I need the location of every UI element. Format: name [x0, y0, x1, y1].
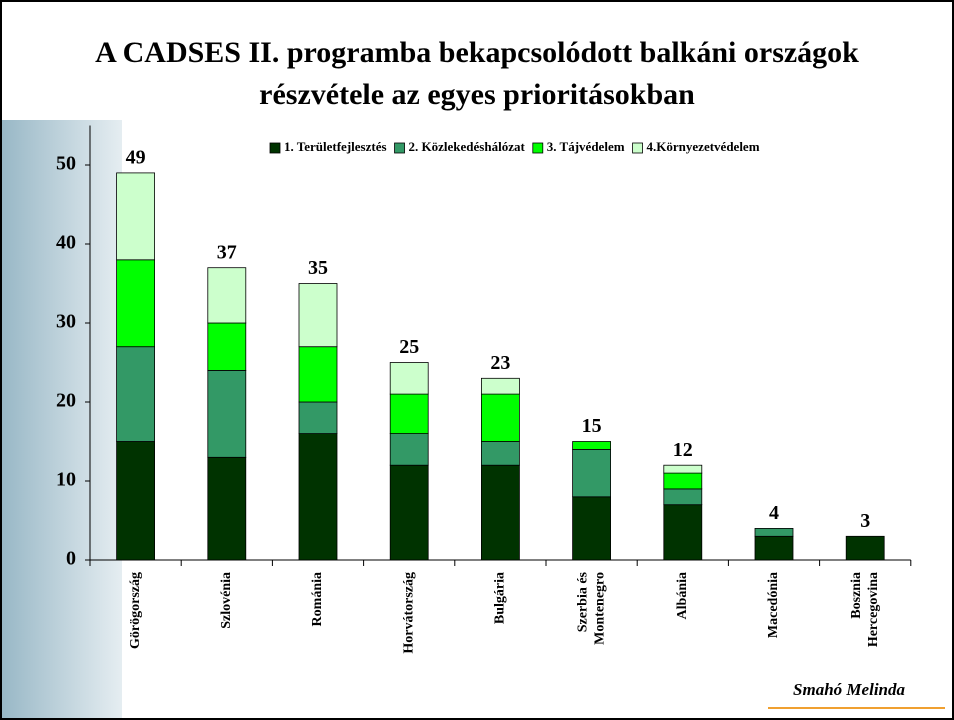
- legend-swatch: [394, 142, 405, 154]
- y-tick-label: 50: [56, 153, 76, 175]
- x-tick-label: Albánia: [675, 572, 690, 619]
- title-line: részvétele az egyes prioritásokban: [259, 78, 695, 111]
- legend-swatch: [269, 142, 281, 154]
- bar-segment: [389, 433, 429, 466]
- bar-segment: [663, 464, 703, 474]
- legend-label: 1. Területfejlesztés: [284, 139, 387, 154]
- bar-segment: [663, 504, 703, 561]
- legend-label: 3. Tájvédelem: [547, 139, 625, 154]
- total-label: 37: [217, 241, 237, 263]
- x-tick-label: Görögország: [128, 572, 143, 649]
- bar-segment: [298, 283, 338, 348]
- bar-segment: [389, 393, 429, 435]
- total-label: 25: [399, 336, 419, 358]
- total-label: 23: [490, 352, 510, 374]
- bar-segment: [207, 369, 247, 458]
- bar-segment: [389, 362, 429, 395]
- bar-segment: [572, 448, 611, 498]
- bar-segment: [480, 464, 520, 561]
- total-label: 12: [673, 439, 693, 461]
- y-tick-label: 10: [56, 469, 76, 491]
- bar-segment: [116, 259, 155, 348]
- y-tick-label: 30: [56, 311, 76, 333]
- bar-segment: [480, 393, 520, 442]
- bar-segment: [207, 322, 247, 371]
- bar-segment: [116, 172, 155, 261]
- bar-segment: [116, 346, 155, 442]
- bar-segment: [480, 441, 520, 466]
- bar-segment: [663, 472, 703, 490]
- legend-swatch: [632, 142, 643, 154]
- x-tick-label: Szlovénia: [219, 572, 234, 629]
- legend-label: 2. Közlekedéshálózat: [409, 139, 526, 154]
- total-label: 15: [582, 415, 602, 437]
- y-tick-label: 40: [56, 232, 76, 254]
- title-line: A CADSES II. programba bekapcsolódott ba…: [95, 36, 859, 69]
- bar-segment: [298, 433, 338, 561]
- total-label: 35: [308, 257, 328, 279]
- bar-segment: [572, 496, 611, 561]
- side-strip: [2, 120, 122, 718]
- x-tick-label: Horvátország: [401, 572, 416, 654]
- legend-label: 4.Környezetvédelem: [647, 139, 760, 154]
- bar-segment: [480, 377, 520, 395]
- x-tick-label: Macedónia: [766, 572, 781, 638]
- total-label: 4: [769, 502, 779, 524]
- author: Smahó Melinda: [793, 680, 905, 699]
- bar-segment: [845, 535, 885, 561]
- bar-segment: [298, 346, 338, 403]
- x-tick-label: Szerbia és Montenegro: [576, 571, 608, 644]
- bar-segment: [754, 535, 794, 561]
- x-tick-label: Bosznia Hercegovina: [849, 572, 881, 647]
- bar-segment: [663, 488, 703, 506]
- bar-segment: [754, 528, 794, 537]
- bar-segment: [116, 441, 155, 561]
- bar-segment: [207, 456, 247, 561]
- bar-segment: [207, 267, 247, 324]
- x-tick-label: Románia: [310, 572, 325, 626]
- total-label: 49: [126, 146, 146, 168]
- bar-segment: [389, 464, 429, 561]
- total-label: 3: [860, 510, 870, 532]
- y-tick-label: 20: [56, 390, 76, 412]
- bar-segment: [572, 441, 611, 450]
- legend-swatch: [532, 142, 544, 154]
- y-tick-label: 0: [66, 548, 76, 570]
- x-tick-label: Bulgária: [493, 572, 508, 624]
- bar-segment: [298, 401, 338, 435]
